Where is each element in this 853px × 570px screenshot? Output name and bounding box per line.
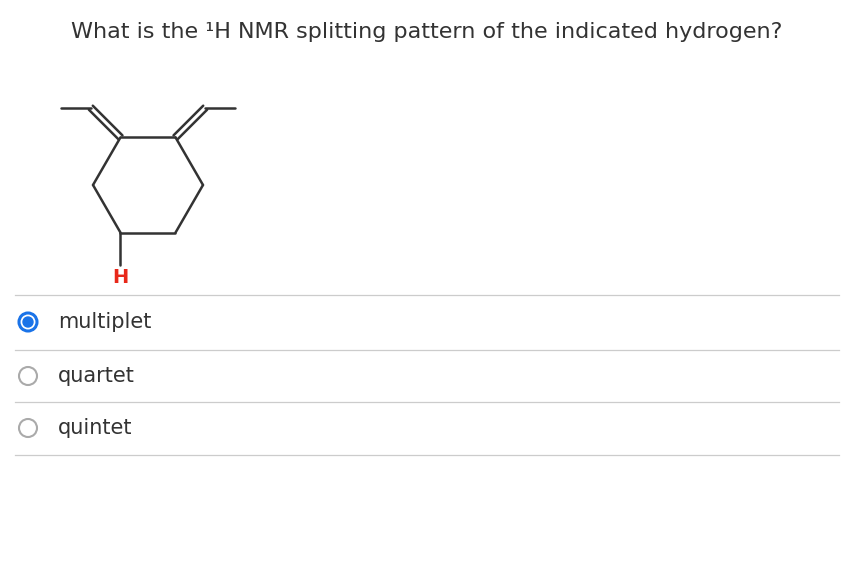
Text: What is the ¹H NMR splitting pattern of the indicated hydrogen?: What is the ¹H NMR splitting pattern of … [72, 22, 781, 42]
Circle shape [23, 317, 33, 327]
Text: multiplet: multiplet [58, 312, 151, 332]
Text: quintet: quintet [58, 418, 132, 438]
Text: quartet: quartet [58, 366, 135, 386]
Text: H: H [113, 268, 129, 287]
